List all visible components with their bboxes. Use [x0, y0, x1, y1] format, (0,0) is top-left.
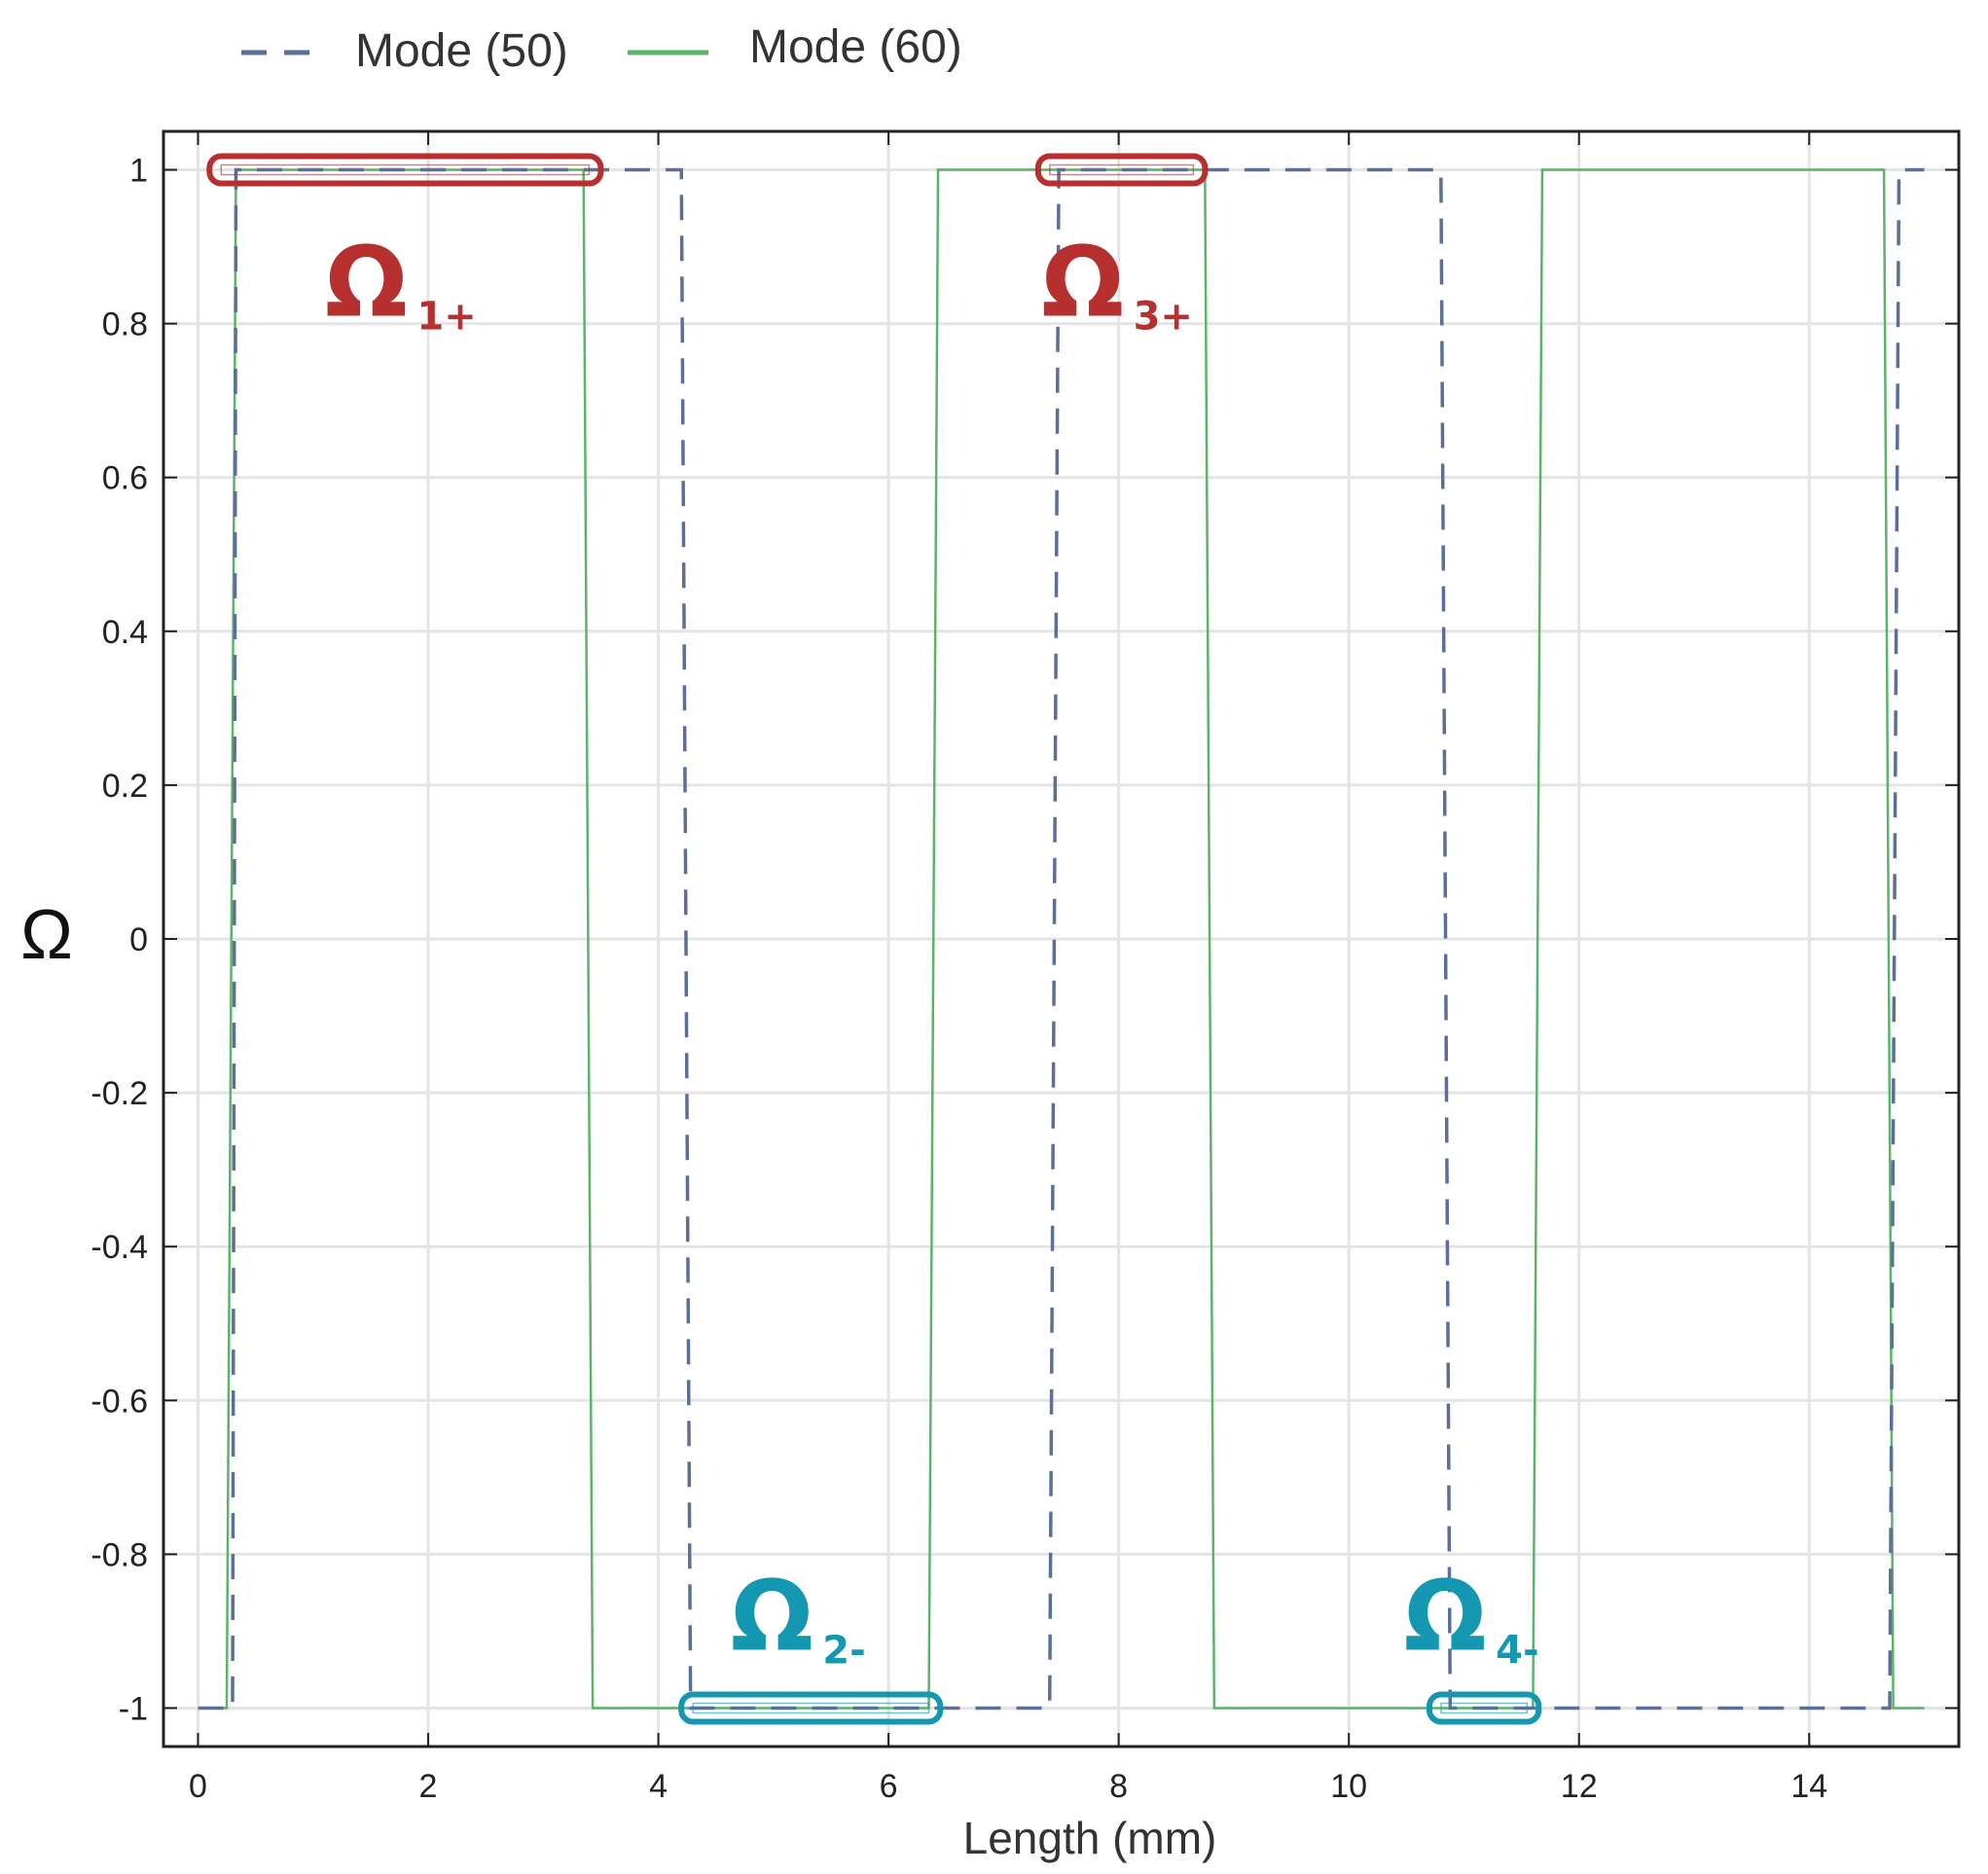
y-tick-label: -0.2	[90, 1075, 148, 1112]
y-tick-label: 0.8	[102, 306, 148, 343]
y-tick-label: -0.6	[90, 1383, 148, 1420]
y-tick-label: 0.6	[102, 460, 148, 497]
annotation-label: Ω	[325, 226, 408, 340]
annotation-box	[1034, 153, 1209, 187]
x-tick-label: 4	[649, 1768, 668, 1805]
y-tick-label: 1	[129, 153, 148, 190]
annotation-box	[1426, 1691, 1542, 1725]
y-tick-label: -1	[119, 1690, 148, 1727]
y-tick-label: 0.4	[102, 614, 148, 651]
annotation-label: Ω	[731, 1559, 813, 1673]
x-tick-label: 0	[189, 1768, 207, 1805]
y-tick-label: -0.8	[90, 1536, 148, 1573]
annotation-box-inner	[692, 1702, 930, 1714]
x-tick-label: 10	[1330, 1768, 1367, 1805]
x-tick-label: 12	[1561, 1768, 1598, 1805]
annotation-label-sub: 4-	[1496, 1628, 1538, 1673]
x-tick-label: 6	[880, 1768, 898, 1805]
x-tick-label: 8	[1109, 1768, 1128, 1805]
series-line-mode-60	[198, 168, 1925, 1710]
annotation-label-sub: 1+	[416, 295, 476, 340]
annotation-box	[206, 153, 604, 187]
annotation-label: Ω	[1404, 1559, 1487, 1673]
annotation-label-sub: 2-	[822, 1628, 865, 1673]
ticks: 0 2 4 6 8 10 12 14 1 0.8 0.6 0.4 0.2 0 -0.2 -0.4 -0.6 -0.…	[90, 131, 1959, 1805]
annotation-layer: Ω 1+Ω 2-Ω 3+Ω 4-	[206, 153, 1542, 1725]
legend-label-mode-60: Mode (60)	[749, 21, 962, 73]
y-tick-label: 0	[129, 921, 148, 958]
annotation-box-inner	[1440, 1702, 1529, 1714]
annotation-box-inner	[1049, 163, 1195, 176]
annotation-label-sub: 3+	[1134, 295, 1193, 340]
annotation-box	[678, 1691, 944, 1725]
y-tick-label: -0.4	[90, 1229, 148, 1266]
annotation-box-inner	[220, 163, 591, 176]
x-tick-label: 14	[1790, 1768, 1827, 1805]
y-tick-label: 0.2	[102, 768, 148, 805]
x-tick-label: 2	[419, 1768, 438, 1805]
x-axis-label: Length (mm)	[963, 1813, 1217, 1863]
legend-label-mode-50: Mode (50)	[355, 25, 568, 77]
series-layer	[198, 167, 1925, 1711]
y-axis-label: Ω	[20, 896, 73, 974]
series-line-mode-50	[198, 167, 1925, 1711]
annotation-label: Ω	[1041, 226, 1124, 340]
legend: Mode (50) Mode (60)	[241, 21, 962, 77]
